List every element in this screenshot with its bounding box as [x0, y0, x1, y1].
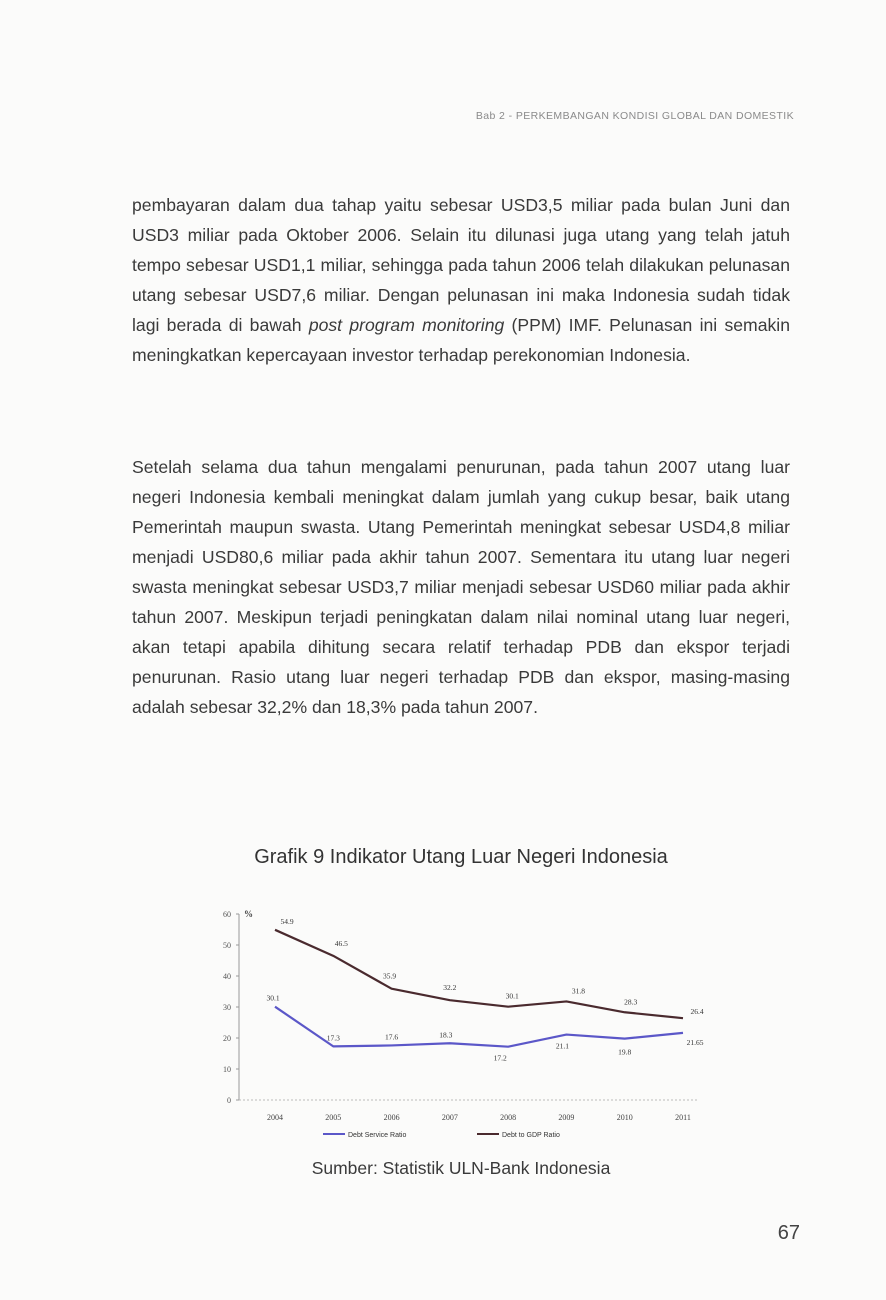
data-label: 17.3: [327, 1033, 340, 1042]
y-axis-unit-label: %: [244, 909, 253, 919]
x-tick-label: 2010: [617, 1113, 633, 1122]
x-tick-label: 2011: [675, 1113, 691, 1122]
figure-source: Sumber: Statistik ULN-Bank Indonesia: [311, 1158, 611, 1178]
y-tick-label: 40: [223, 972, 231, 981]
paragraph-1: pembayaran dalam dua tahap yaitu sebesar…: [132, 190, 790, 370]
x-tick-label: 2007: [442, 1113, 458, 1122]
data-label: 17.6: [385, 1032, 398, 1041]
data-label: 19.8: [618, 1048, 631, 1057]
x-tick-label: 2008: [500, 1113, 516, 1122]
debt-indicator-line-chart: 0 10 20 30 40 50 60 % 2004 2005 2006 2007 2008 2009 20…: [223, 909, 704, 1139]
y-tick-label: 30: [223, 1003, 231, 1012]
data-label: 21.65: [687, 1038, 704, 1047]
x-tick-label: 2005: [325, 1113, 341, 1122]
data-label: 30.1: [506, 992, 519, 1001]
data-label: 31.8: [572, 986, 585, 995]
data-label: 26.4: [690, 1007, 703, 1016]
data-label: 46.5: [335, 939, 348, 948]
x-tick-label: 2004: [267, 1113, 283, 1122]
data-label: 28.3: [624, 997, 637, 1006]
paragraph-1-text-b: (PPM) IMF. Pelunasan ini semakin meningk…: [132, 315, 790, 365]
y-tick-label: 0: [227, 1096, 231, 1105]
y-tick-label: 50: [223, 941, 231, 950]
figure-title: Grafik 9 Indikator Utang Luar Negeri Ind…: [254, 846, 668, 868]
y-tick-label: 20: [223, 1034, 231, 1043]
y-tick-label: 10: [223, 1065, 231, 1074]
data-label: 32.2: [443, 983, 456, 992]
paragraph-1-italic-term: post program monitoring: [308, 315, 505, 335]
page-number: 67: [777, 1222, 800, 1244]
legend-entry: Debt Service Ratio: [348, 1132, 406, 1139]
data-label: 18.3: [439, 1030, 452, 1039]
data-label: 35.9: [383, 972, 396, 981]
paragraph-2: Setelah selama dua tahun mengalami penur…: [132, 457, 790, 717]
series-line-debt-to-gdp-ratio: [274, 928, 684, 1020]
data-label: 54.9: [280, 917, 293, 926]
data-label: 21.1: [556, 1042, 569, 1051]
y-tick-label: 60: [223, 910, 231, 919]
x-tick-label: 2006: [384, 1113, 400, 1122]
x-tick-label: 2009: [558, 1113, 574, 1122]
data-label: 30.1: [266, 994, 279, 1003]
legend-entry: Debt to GDP Ratio: [502, 1132, 560, 1139]
data-label: 17.2: [494, 1054, 507, 1063]
running-header: Bab 2 - PERKEMBANGAN KONDISI GLOBAL DAN …: [475, 110, 794, 122]
series-line-debt-service-ratio: [274, 1005, 684, 1048]
paragraph-1-text-a: pembayaran dalam dua tahap yaitu sebesar…: [132, 195, 790, 335]
